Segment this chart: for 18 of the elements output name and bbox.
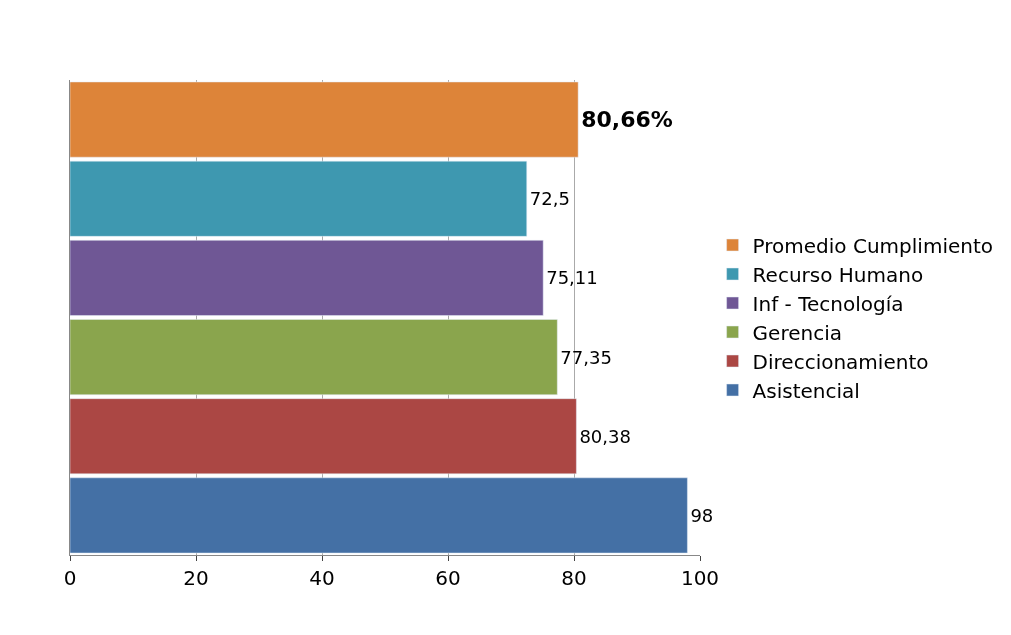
legend-label: Inf - Tecnología: [752, 291, 904, 316]
x-tick-label: 100: [680, 566, 720, 590]
data-label: 80,38: [579, 425, 631, 447]
x-tick-label: 80: [561, 566, 587, 590]
x-tick-label: 40: [309, 566, 335, 590]
legend-label: Recurso Humano: [752, 262, 924, 287]
legend-label: Asistencial: [752, 378, 860, 403]
data-label: 72,5: [529, 188, 570, 210]
legend-label: Direccionamiento: [752, 349, 929, 374]
data-label: 98: [690, 504, 714, 526]
legend-label: Promedio Cumplimiento: [752, 233, 993, 258]
data-label: 80,66%: [581, 107, 673, 133]
data-label: 77,35: [560, 346, 612, 368]
x-tick-label: 0: [63, 566, 77, 590]
legend-label: Gerencia: [752, 320, 842, 345]
x-tick-label: 60: [435, 566, 461, 590]
x-tick-label: 20: [183, 566, 209, 590]
data-label: 75,11: [546, 267, 598, 289]
